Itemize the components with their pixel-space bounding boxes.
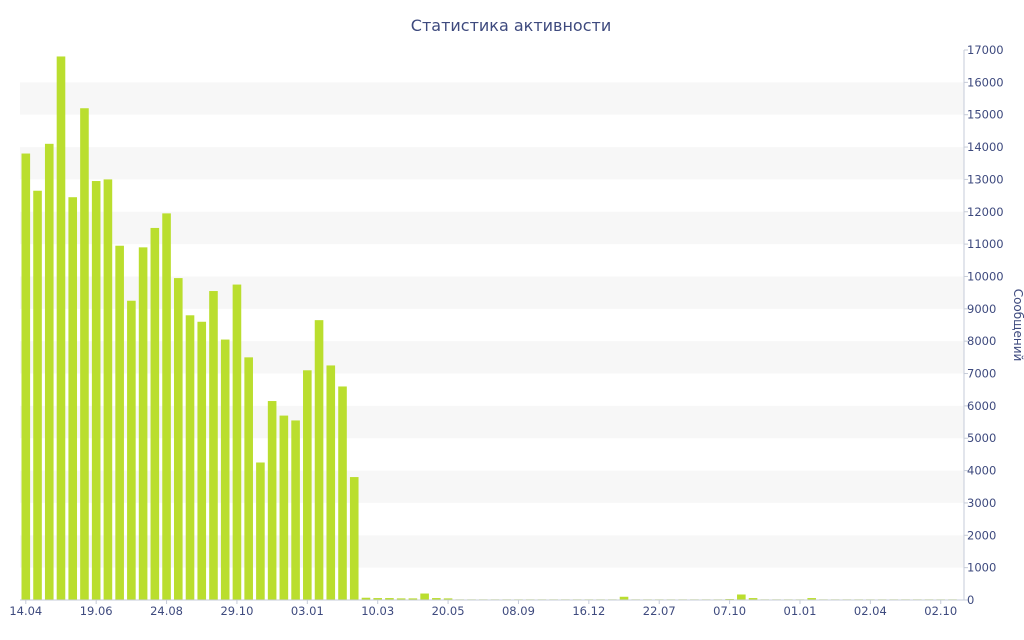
bar[interactable] <box>220 339 230 600</box>
y-axis-label: Сообщений <box>1011 289 1024 362</box>
bar[interactable] <box>162 213 171 600</box>
bar[interactable] <box>396 598 406 600</box>
y-tick-label: 6000 <box>967 399 996 413</box>
grid-band <box>20 535 964 568</box>
x-tick-label: 01.01 <box>784 604 817 618</box>
grid-band <box>20 147 964 180</box>
bar[interactable] <box>91 181 101 600</box>
y-tick-label: 9000 <box>967 302 996 316</box>
bar[interactable] <box>279 415 289 600</box>
y-tick-label: 11000 <box>967 237 1004 251</box>
bar[interactable] <box>80 108 89 601</box>
y-tick-label: 3000 <box>967 496 996 510</box>
x-tick-label: 14.04 <box>9 604 42 618</box>
bar[interactable] <box>256 462 265 601</box>
y-tick-label: 1000 <box>967 561 996 575</box>
y-tick-label: 8000 <box>967 334 996 348</box>
bar[interactable] <box>361 597 371 600</box>
y-tick-label: 10000 <box>967 269 1004 283</box>
x-tick-label: 29.10 <box>220 604 253 618</box>
grid-band <box>20 82 964 115</box>
y-tick-label: 4000 <box>967 464 996 478</box>
x-tick-label: 24.08 <box>150 604 183 618</box>
y-tick-label: 12000 <box>967 205 1004 219</box>
y-tick-label: 17000 <box>967 43 1004 57</box>
x-tick-label: 07.10 <box>713 604 746 618</box>
bar[interactable] <box>314 320 324 600</box>
bar[interactable] <box>432 598 441 600</box>
bar[interactable] <box>373 598 382 600</box>
bar[interactable] <box>303 370 312 600</box>
bar[interactable] <box>103 179 113 600</box>
x-tick-label: 22.07 <box>643 604 676 618</box>
bar[interactable] <box>291 420 300 600</box>
bar[interactable] <box>408 598 418 600</box>
y-tick-label: 0 <box>967 593 974 607</box>
bars <box>21 56 957 601</box>
bar[interactable] <box>185 315 195 600</box>
bar[interactable] <box>420 593 429 600</box>
y-tick-label: 16000 <box>967 75 1004 89</box>
bar[interactable] <box>349 477 359 600</box>
grid-band <box>20 341 964 374</box>
grid-band <box>20 470 964 503</box>
x-tick-label: 02.10 <box>924 604 957 618</box>
x-tick-label: 19.06 <box>80 604 113 618</box>
grid-bands <box>20 82 964 568</box>
y-tick-label: 13000 <box>967 172 1004 186</box>
x-tick-labels: 14.04 19.06 24.08 29.10 03.01 10.03 20.05 08.09… <box>9 600 957 618</box>
x-tick-label: 03.01 <box>291 604 324 618</box>
grid-band <box>20 211 964 245</box>
x-tick-label: 16.12 <box>572 604 605 618</box>
bar[interactable] <box>385 598 394 600</box>
bar[interactable] <box>443 598 453 600</box>
bar[interactable] <box>619 596 629 600</box>
x-tick-label: 02.04 <box>854 604 887 618</box>
bar[interactable] <box>173 278 183 600</box>
x-tick-label: 08.09 <box>502 604 535 618</box>
bar[interactable] <box>33 190 42 601</box>
bar[interactable] <box>68 197 78 600</box>
bar[interactable] <box>197 321 207 600</box>
bar[interactable] <box>232 284 242 600</box>
bar[interactable] <box>737 594 746 601</box>
y-tick-labels: 0 1000 2000 3000 4000 5000 6000 7000 8000 9000 100… <box>964 43 1004 607</box>
x-tick-label: 10.03 <box>361 604 394 618</box>
y-tick-label: 7000 <box>967 367 996 381</box>
y-tick-label: 14000 <box>967 140 1004 154</box>
bar[interactable] <box>244 357 253 600</box>
bar[interactable] <box>209 291 218 600</box>
x-tick-label: 20.05 <box>432 604 465 618</box>
bar[interactable] <box>748 598 758 600</box>
bar[interactable] <box>21 153 31 600</box>
y-tick-label: 2000 <box>967 528 996 542</box>
grid-band <box>20 276 964 309</box>
bar[interactable] <box>138 247 148 600</box>
bar[interactable] <box>267 401 277 600</box>
chart-title: Статистика активности <box>411 16 611 35</box>
bar[interactable] <box>150 227 160 600</box>
bar[interactable] <box>115 245 124 601</box>
bar[interactable] <box>807 598 817 600</box>
bar[interactable] <box>338 386 347 600</box>
bar[interactable] <box>326 365 336 600</box>
bar[interactable] <box>127 300 136 600</box>
bar[interactable] <box>44 143 54 600</box>
bar[interactable] <box>56 56 66 601</box>
y-tick-label: 15000 <box>967 108 1004 122</box>
grid-band <box>20 405 964 439</box>
y-tick-label: 5000 <box>967 431 996 445</box>
